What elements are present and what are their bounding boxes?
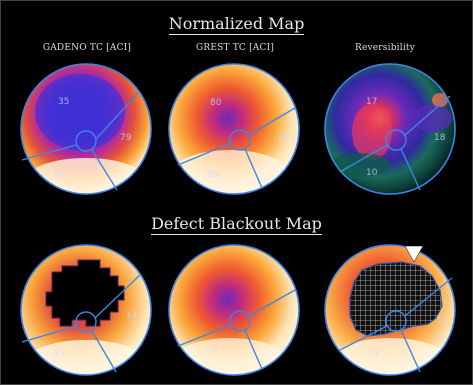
segment-label: 79 <box>120 133 132 143</box>
column-label-gadeno: GADENO TC [ACI] <box>42 43 132 53</box>
polar-map-grest-defect: 0 0 <box>168 244 300 376</box>
segment-label: 0 <box>212 345 218 355</box>
segment-label: 17 <box>366 97 377 107</box>
segment-label: 21 <box>54 349 65 359</box>
segment-label: 81 <box>54 170 65 180</box>
defect-grid-region <box>349 261 443 337</box>
polar-map-reversibility-defect: 52 21 <box>324 244 456 376</box>
segment-label: 14 <box>126 311 138 321</box>
normalized-map-title: Normalized Map <box>168 14 305 35</box>
segment-label: 10 <box>366 168 378 178</box>
column-label-grest: GREST TC [ACI] <box>195 43 275 53</box>
segment-label: 80 <box>210 98 222 108</box>
column-label-reversibility: Reversibility <box>354 43 415 53</box>
segment-label: 18 <box>434 133 446 143</box>
segment-label: 81 <box>278 133 289 143</box>
polar-map-gadeno-defect: 14 21 <box>20 244 152 376</box>
polar-map-gadeno-normalized: 35 79 81 <box>20 63 152 195</box>
arrowhead-marker-icon <box>404 245 424 263</box>
segment-label: 52 <box>436 315 447 325</box>
polar-map-grest-normalized: 80 81 89 <box>168 63 300 195</box>
segment-label: 35 <box>58 97 69 107</box>
defect-blackout-map-title: Defect Blackout Map <box>151 214 322 235</box>
polar-map-reversibility: 17 18 10 <box>324 63 456 195</box>
segment-label: 0 <box>282 315 288 325</box>
segment-label: 21 <box>368 349 379 359</box>
segment-label: 89 <box>208 170 220 180</box>
